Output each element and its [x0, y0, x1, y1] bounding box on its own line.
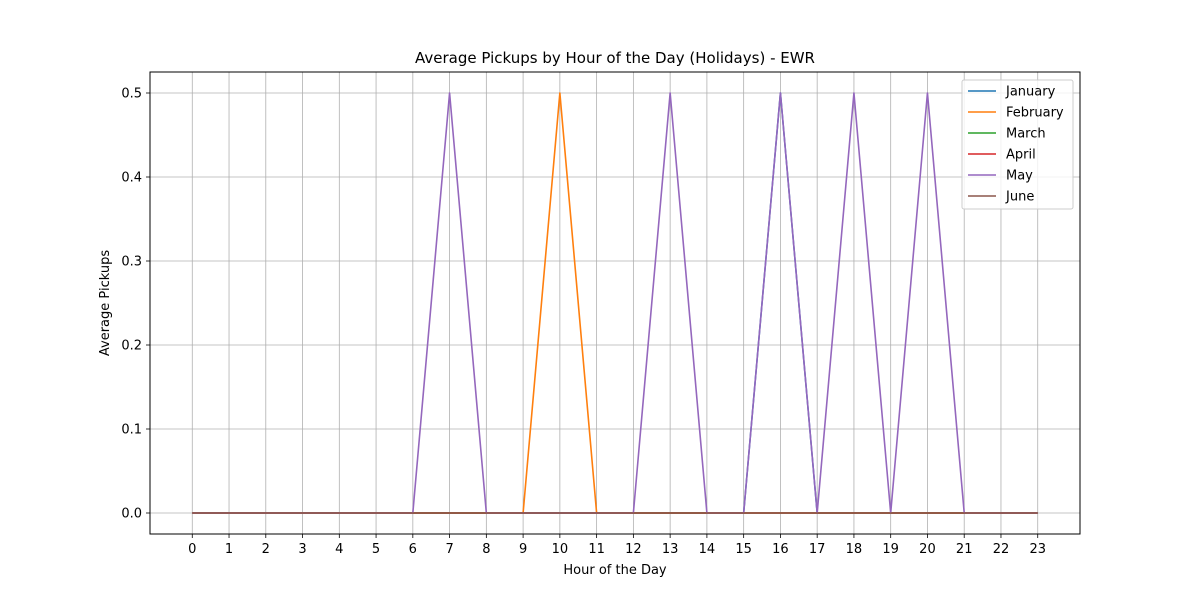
- x-tick-label: 5: [372, 542, 380, 557]
- x-tick-label: 11: [588, 542, 605, 557]
- y-axis-ticks: 0.0 0.1 0.2 0.3 0.4 0.5: [121, 87, 150, 522]
- y-tick-label: 0.0: [121, 507, 142, 522]
- x-axis-ticks: 0 1 2 3 4 5 6 7 8 9 10 11 12 13 14 15 16 17 18 19 20 21 22 23: [188, 534, 1046, 557]
- x-tick-label: 22: [993, 542, 1010, 557]
- y-tick-label: 0.3: [121, 255, 142, 270]
- x-tick-label: 16: [772, 542, 789, 557]
- legend-label: May: [1006, 169, 1033, 184]
- y-tick-label: 0.1: [121, 423, 142, 438]
- x-tick-label: 6: [409, 542, 417, 557]
- legend-label: June: [1005, 190, 1034, 205]
- y-tick-label: 0.2: [121, 339, 142, 354]
- legend-label: February: [1006, 106, 1064, 121]
- x-tick-label: 3: [298, 542, 306, 557]
- x-tick-label: 19: [882, 542, 899, 557]
- x-tick-label: 10: [552, 542, 569, 557]
- y-axis-label: Average Pickups: [98, 250, 113, 356]
- x-tick-label: 17: [809, 542, 826, 557]
- grid-lines: [150, 72, 1080, 534]
- x-tick-label: 14: [699, 542, 716, 557]
- legend-label: April: [1006, 148, 1036, 163]
- legend: January February March April May June: [961, 79, 1074, 210]
- y-tick-label: 0.5: [121, 87, 142, 102]
- x-tick-label: 8: [482, 542, 490, 557]
- x-tick-label: 15: [735, 542, 752, 557]
- x-axis-label: Hour of the Day: [563, 563, 667, 578]
- plot-frame: [149, 71, 1081, 535]
- x-tick-label: 20: [919, 542, 936, 557]
- x-tick-label: 23: [1029, 542, 1046, 557]
- legend-label: January: [1005, 85, 1056, 100]
- chart-title: Average Pickups by Hour of the Day (Holi…: [415, 49, 815, 67]
- x-tick-label: 21: [956, 542, 973, 557]
- x-tick-label: 7: [445, 542, 453, 557]
- x-tick-label: 0: [188, 542, 196, 557]
- x-tick-label: 18: [846, 542, 863, 557]
- x-tick-label: 13: [662, 542, 679, 557]
- series-lines: [192, 92, 1038, 514]
- legend-label: March: [1006, 127, 1046, 142]
- plot-area: [150, 72, 1080, 534]
- y-tick-label: 0.4: [121, 171, 142, 186]
- x-tick-label: 9: [519, 542, 527, 557]
- x-tick-label: 2: [262, 542, 270, 557]
- x-tick-label: 4: [335, 542, 343, 557]
- x-tick-label: 1: [225, 542, 233, 557]
- x-tick-label: 12: [625, 542, 642, 557]
